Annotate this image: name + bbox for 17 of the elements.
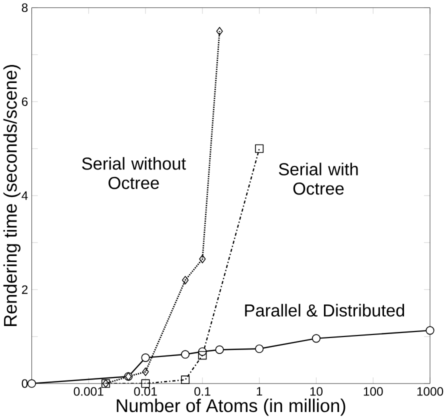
- y-tick-label: 8: [22, 3, 28, 12]
- y-tick-label: 2: [22, 285, 28, 294]
- x-tick-label: 1: [256, 387, 262, 396]
- y-tick-label: 0: [22, 379, 28, 388]
- x-tick-label: 1000: [417, 387, 444, 396]
- y-tick-label: 6: [22, 97, 28, 106]
- x-tick-label: 0.1: [194, 387, 210, 396]
- y-axis-title: Rendering time (seconds/scene): [3, 64, 20, 326]
- x-tick-label: 100: [364, 387, 383, 396]
- x-tick-label: 0.001: [74, 387, 104, 396]
- x-axis-title: Number of Atoms (in million): [116, 398, 346, 416]
- series-label: Parallel & Distributed: [245, 304, 404, 317]
- series-label: Serial without Octree: [82, 157, 186, 190]
- x-tick-label: 0.01: [134, 387, 157, 396]
- x-tick-label: 10: [310, 387, 323, 396]
- y-tick-label: 4: [22, 191, 28, 200]
- series-label: Serial with Octree: [278, 162, 358, 195]
